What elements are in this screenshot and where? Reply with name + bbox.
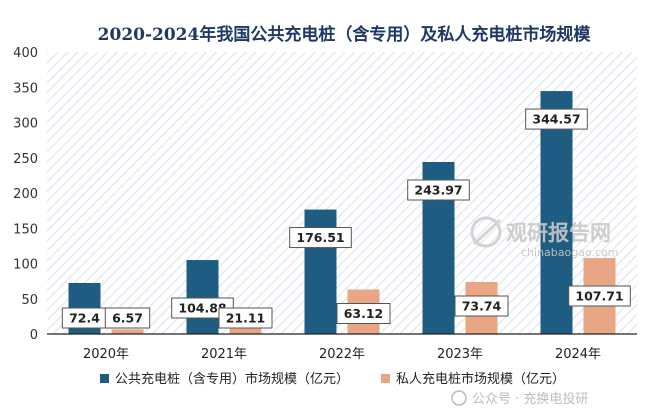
- legend-swatch-private: [381, 374, 390, 383]
- chart-title: 2020-2024年我国公共充电桩（含专用）及私人充电桩市场规模: [98, 24, 592, 45]
- legend-label-public: 公共充电桩（含专用）市场规模（亿元）: [115, 371, 349, 387]
- data-label-box: [568, 285, 631, 307]
- y-tick-label: 300: [13, 117, 38, 132]
- watermark: 观研报告网 chinabaogao.com: [470, 216, 619, 259]
- data-label-public: 176.51: [296, 230, 344, 245]
- data-label-box: [454, 295, 509, 317]
- data-label-private: 6.57: [112, 311, 143, 326]
- x-tick-label: 2022年: [319, 347, 365, 362]
- wechat-icon: [451, 390, 467, 406]
- data-label-private: 73.74: [462, 299, 502, 314]
- data-label-box: [336, 303, 391, 325]
- x-tick-label: 2024年: [555, 347, 601, 362]
- y-tick-label: 100: [13, 258, 38, 273]
- y-tick-label: 400: [13, 46, 38, 61]
- watermark-url: chinabaogao.com: [521, 246, 619, 259]
- data-label-box: [104, 307, 151, 329]
- data-label-box: [218, 307, 273, 329]
- x-tick-label: 2023年: [437, 347, 483, 362]
- data-label-public: 344.57: [532, 112, 580, 127]
- y-tick-label: 350: [13, 81, 38, 96]
- data-label-public: 72.4: [69, 311, 100, 326]
- data-label-public: 243.97: [414, 183, 462, 198]
- data-label-private: 107.71: [575, 289, 623, 304]
- watermark-brand: 观研报告网: [506, 221, 611, 245]
- legend-swatch-public: [100, 374, 109, 383]
- y-tick-label: 0: [30, 328, 38, 343]
- data-label-box: [407, 179, 470, 201]
- bar-public: [540, 91, 573, 334]
- data-label-box: [289, 227, 352, 249]
- y-tick-label: 150: [13, 222, 38, 237]
- watermark-swoosh-icon: [472, 218, 502, 246]
- bar-private: [111, 329, 144, 334]
- source-watermark-text: 公众号 · 充换电投研: [472, 391, 588, 407]
- watermark-logo-icon: [470, 216, 502, 248]
- x-axis: 2020年 2021年 2022年 2023年 2024年: [47, 333, 637, 362]
- y-axis: 0 50 100 150 200 250 300 350 400: [13, 46, 38, 343]
- x-tick-label: 2020年: [83, 347, 129, 362]
- legend: 公共充电桩（含专用）市场规模（亿元） 私人充电桩市场规模（亿元）: [100, 371, 565, 387]
- x-tick-label: 2021年: [201, 347, 247, 362]
- data-label-box: [525, 108, 588, 130]
- legend-label-private: 私人充电桩市场规模（亿元）: [396, 371, 565, 387]
- data-label-private: 21.11: [226, 311, 266, 326]
- data-label-private: 63.12: [344, 306, 384, 321]
- y-tick-label: 250: [13, 152, 38, 167]
- source-watermark: 公众号 · 充换电投研: [451, 390, 588, 407]
- plot-area: [47, 52, 637, 334]
- bar-public: [186, 260, 219, 334]
- y-tick-label: 50: [21, 293, 38, 308]
- data-label-public: 104.88: [178, 301, 226, 316]
- y-tick-label: 200: [13, 187, 38, 202]
